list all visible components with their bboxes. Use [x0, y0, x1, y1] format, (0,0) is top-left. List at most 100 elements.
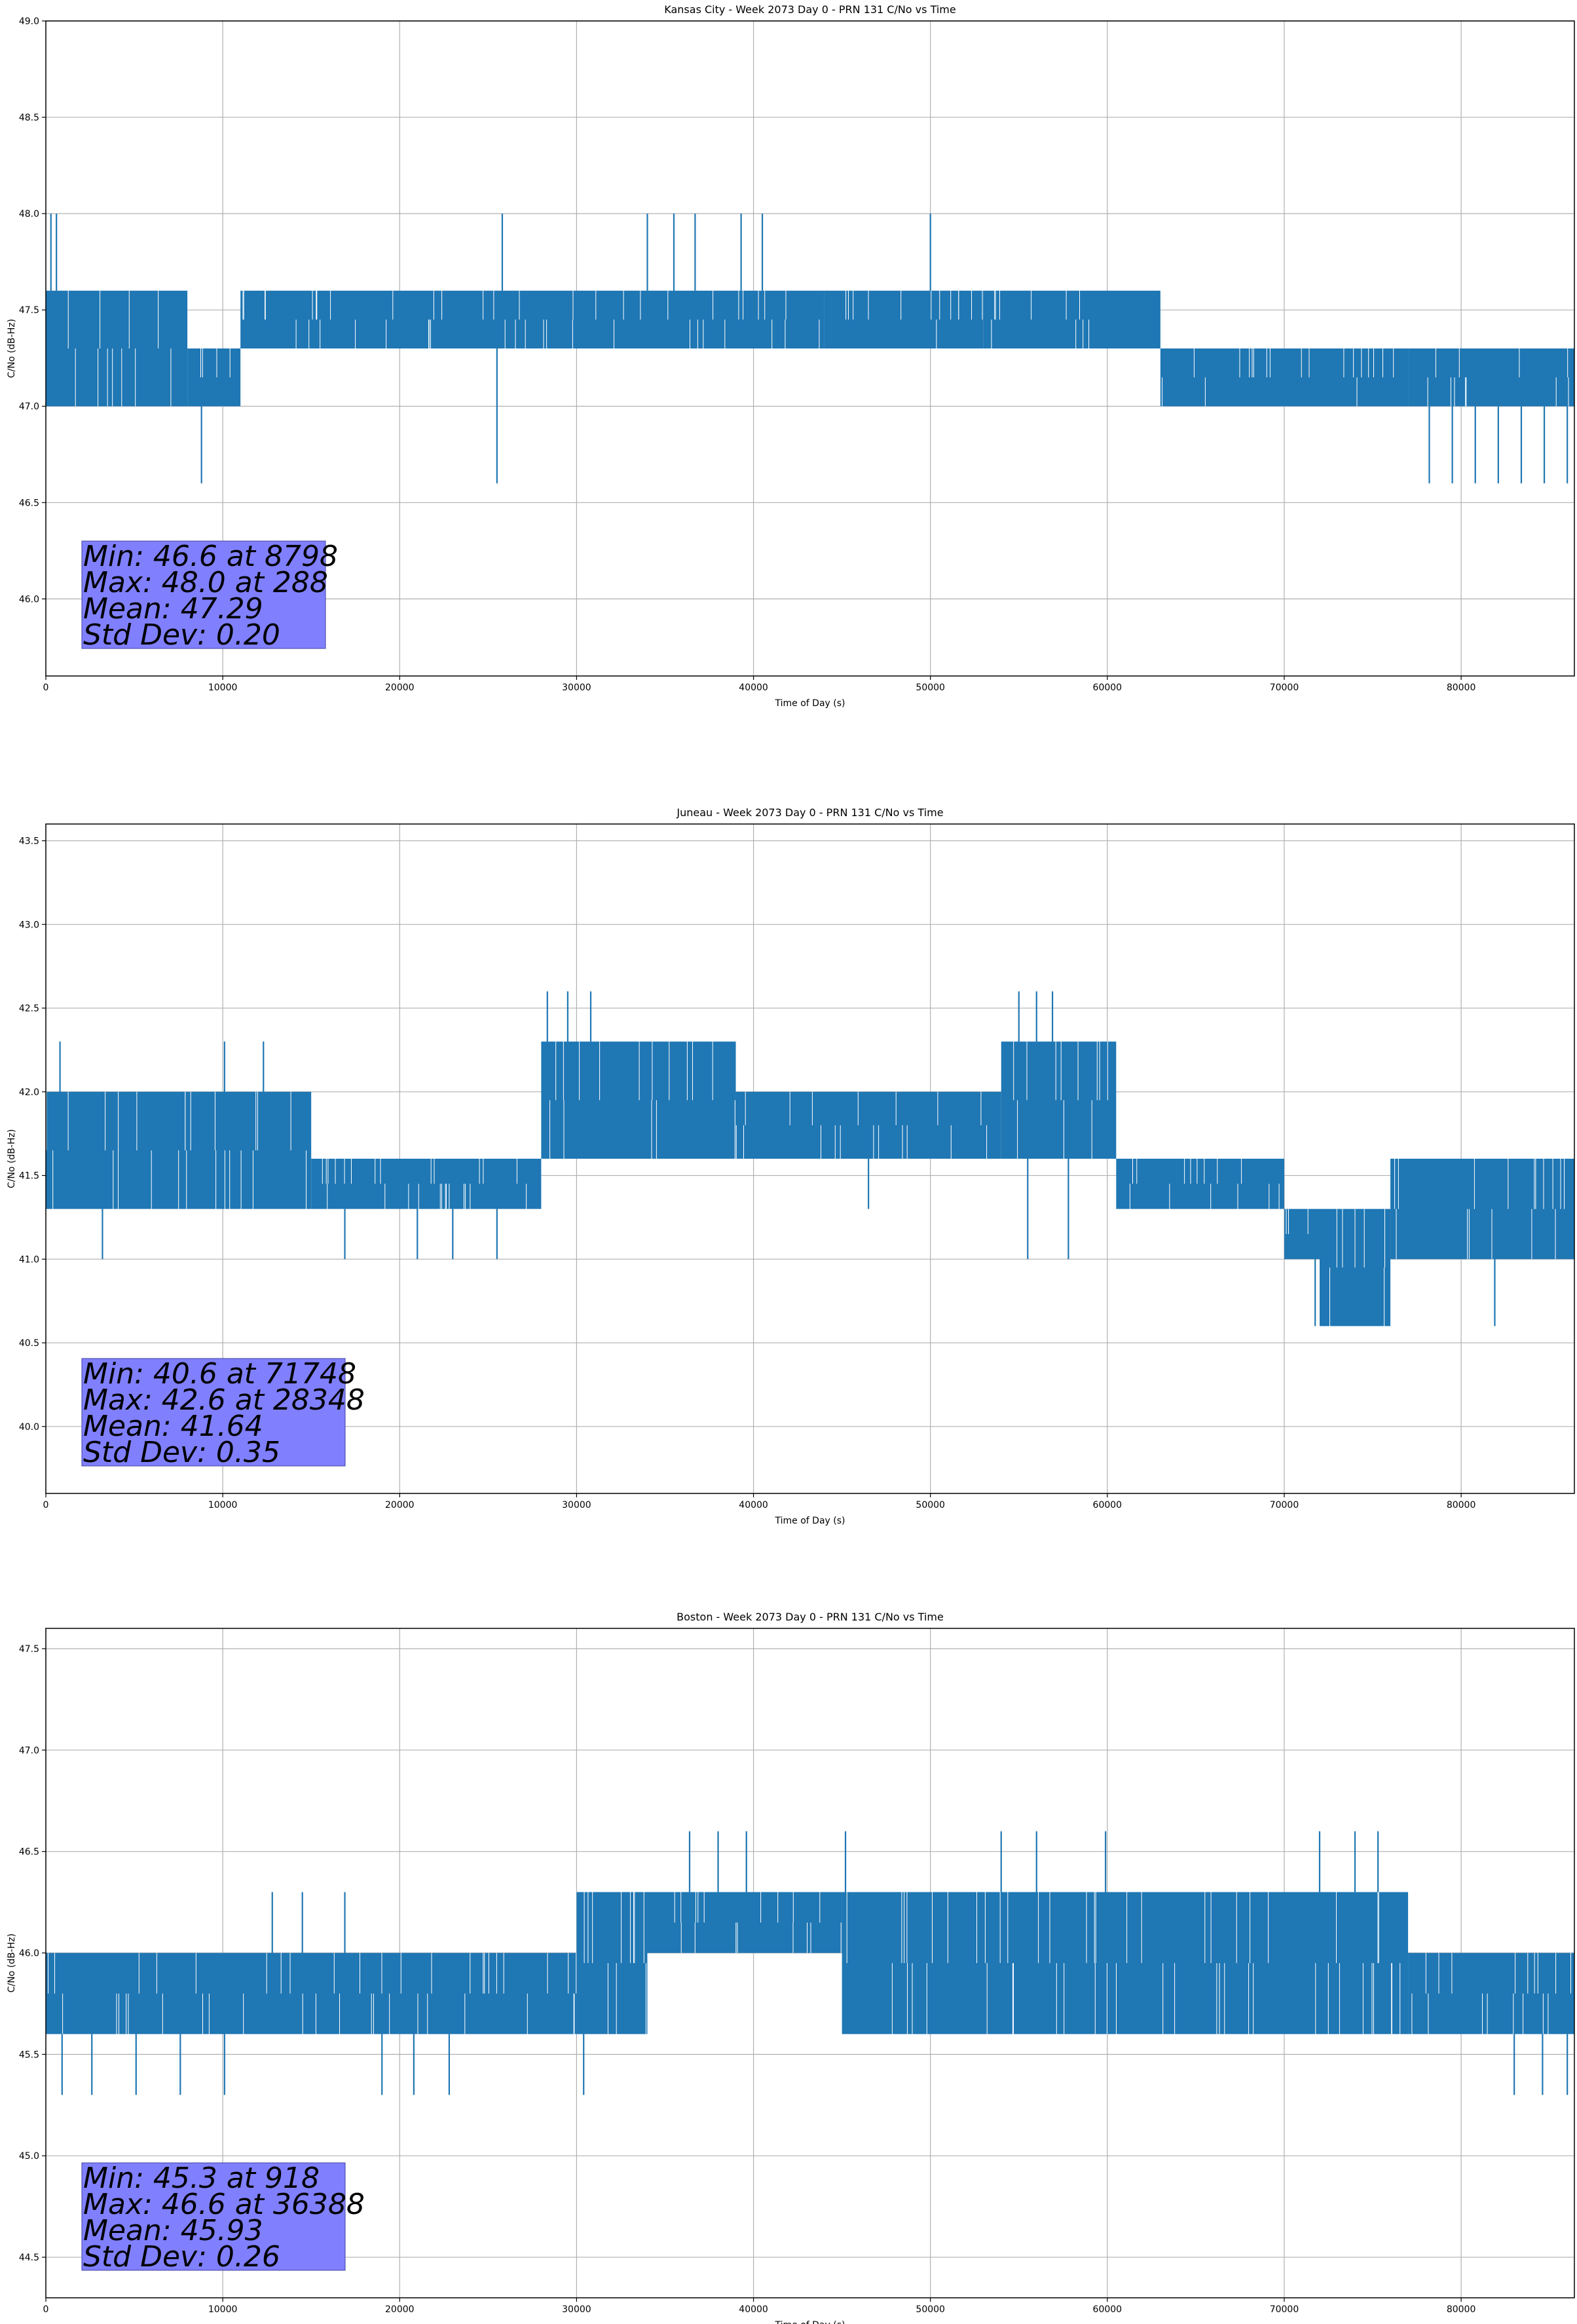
- x-tick-label: 10000: [208, 2304, 238, 2315]
- y-tick-label: 42.0: [19, 1087, 39, 1098]
- y-tick-label: 40.0: [19, 1422, 39, 1433]
- data-band: [1001, 1041, 1117, 1159]
- y-tick-label: 48.5: [19, 113, 39, 123]
- x-tick-label: 80000: [1447, 1500, 1476, 1510]
- x-tick-label: 70000: [1270, 683, 1299, 693]
- axes-frame: [45, 20, 1575, 677]
- stats-max: Max: 42.6 at 28348: [83, 1383, 365, 1417]
- y-tick-label: 47.0: [19, 1746, 39, 1756]
- band-texture: [1286, 1209, 1308, 1234]
- x-tick-label: 20000: [385, 2304, 415, 2315]
- data-band: [46, 1953, 577, 2034]
- data-band: [983, 290, 1160, 348]
- band-texture: [846, 1892, 1401, 2034]
- x-tick-label: 50000: [916, 683, 945, 693]
- y-tick-label: 46.5: [19, 1847, 39, 1858]
- y-tick-label: 47.5: [19, 305, 39, 316]
- band-texture: [1162, 348, 1394, 407]
- band-texture: [584, 1892, 646, 2034]
- chart-2: Juneau - Week 2073 Day 0 - PRN 131 C/No …: [7, 806, 1575, 1526]
- y-tick-label: 43.5: [19, 836, 39, 847]
- y-tick-label: 45.0: [19, 2151, 39, 2162]
- x-tick-label: 70000: [1270, 2304, 1299, 2315]
- band-texture: [674, 1892, 842, 1953]
- x-tick-label: 60000: [1093, 2304, 1122, 2315]
- stats-mean: Mean: 45.93: [83, 2214, 263, 2247]
- data-band: [541, 1041, 736, 1159]
- y-tick-label: 43.0: [19, 920, 39, 930]
- x-tick-label: 30000: [562, 1500, 591, 1510]
- x-axis-label: Time of Day (s): [775, 1516, 845, 1526]
- y-tick-label: 46.5: [19, 498, 39, 508]
- chart-title: Juneau - Week 2073 Day 0 - PRN 131 C/No …: [676, 806, 943, 819]
- band-texture: [1013, 1041, 1108, 1159]
- band-texture: [1394, 1159, 1565, 1260]
- data-band: [46, 290, 188, 407]
- x-axis-label: Time of Day (s): [775, 698, 845, 709]
- y-tick-label: 47.0: [19, 402, 39, 412]
- band-texture: [322, 1159, 527, 1209]
- x-tick-label: 0: [43, 1500, 49, 1510]
- y-tick-label: 48.0: [19, 209, 39, 219]
- x-tick-label: 60000: [1093, 1500, 1122, 1510]
- y-tick-label: 40.5: [19, 1338, 39, 1349]
- x-tick-label: 40000: [739, 2304, 768, 2315]
- chart-title: Kansas City - Week 2073 Day 0 - PRN 131 …: [664, 3, 955, 16]
- x-tick-label: 0: [43, 683, 49, 693]
- y-axis-label: C/No (dB-Hz): [7, 1129, 17, 1188]
- stats-box: [81, 2162, 346, 2271]
- data-band: [824, 290, 984, 348]
- data-band: [842, 1892, 1409, 2034]
- x-tick-label: 10000: [208, 1500, 238, 1510]
- y-tick-label: 44.5: [19, 2253, 39, 2263]
- stats-std: Std Dev: 0.35: [83, 1436, 280, 1469]
- x-tick-label: 40000: [739, 1500, 768, 1510]
- x-tick-label: 60000: [1093, 683, 1122, 693]
- x-tick-label: 10000: [208, 683, 238, 693]
- band-texture: [48, 1953, 577, 2034]
- data-series: [46, 214, 1574, 483]
- y-axis-label: C/No (dB-Hz): [7, 1934, 17, 1993]
- chart-title: Boston - Week 2073 Day 0 - PRN 131 C/No …: [677, 1611, 944, 1623]
- data-band: [647, 1892, 842, 1953]
- x-tick-label: 70000: [1270, 1500, 1299, 1510]
- data-band: [1408, 1953, 1574, 2034]
- stats-max: Max: 46.6 at 36388: [83, 2188, 365, 2221]
- chart-3: Boston - Week 2073 Day 0 - PRN 131 C/No …: [7, 1611, 1575, 2324]
- x-tick-label: 80000: [1447, 683, 1476, 693]
- stats-mean: Mean: 41.64: [83, 1410, 263, 1443]
- y-tick-label: 45.5: [19, 2050, 39, 2060]
- x-tick-label: 30000: [562, 2304, 591, 2315]
- data-series: [46, 991, 1574, 1326]
- stats-min: Min: 46.6 at 8798: [83, 540, 338, 573]
- x-tick-label: 20000: [385, 1500, 415, 1510]
- band-texture: [845, 290, 983, 348]
- x-tick-label: 80000: [1447, 2304, 1476, 2315]
- y-tick-label: 46.0: [19, 1949, 39, 1959]
- x-tick-label: 50000: [916, 2304, 945, 2315]
- y-tick-label: 42.5: [19, 1003, 39, 1014]
- band-texture: [200, 348, 231, 378]
- x-tick-label: 0: [43, 2304, 49, 2315]
- x-axis-label: Time of Day (s): [775, 2320, 845, 2324]
- stats-min: Min: 45.3 at 918: [83, 2162, 320, 2195]
- axes-frame: [45, 823, 1575, 1494]
- y-tick-label: 47.5: [19, 1644, 39, 1655]
- x-tick-label: 50000: [916, 1500, 945, 1510]
- band-texture: [1329, 1209, 1385, 1326]
- y-tick-label: 41.0: [19, 1254, 39, 1265]
- band-texture: [1129, 1159, 1280, 1209]
- data-band: [1116, 1159, 1284, 1209]
- band-texture: [549, 1041, 735, 1159]
- stats-box: [81, 540, 326, 649]
- data-band: [1390, 1159, 1574, 1260]
- data-band: [311, 1159, 542, 1209]
- data-band: [1160, 348, 1409, 407]
- band-texture: [67, 290, 172, 407]
- y-tick-label: 46.0: [19, 594, 39, 605]
- data-series: [46, 1831, 1574, 2095]
- y-axis-label: C/No (dB-Hz): [7, 319, 17, 378]
- data-band: [1284, 1209, 1320, 1260]
- y-tick-label: 41.5: [19, 1171, 39, 1182]
- data-band: [187, 348, 241, 407]
